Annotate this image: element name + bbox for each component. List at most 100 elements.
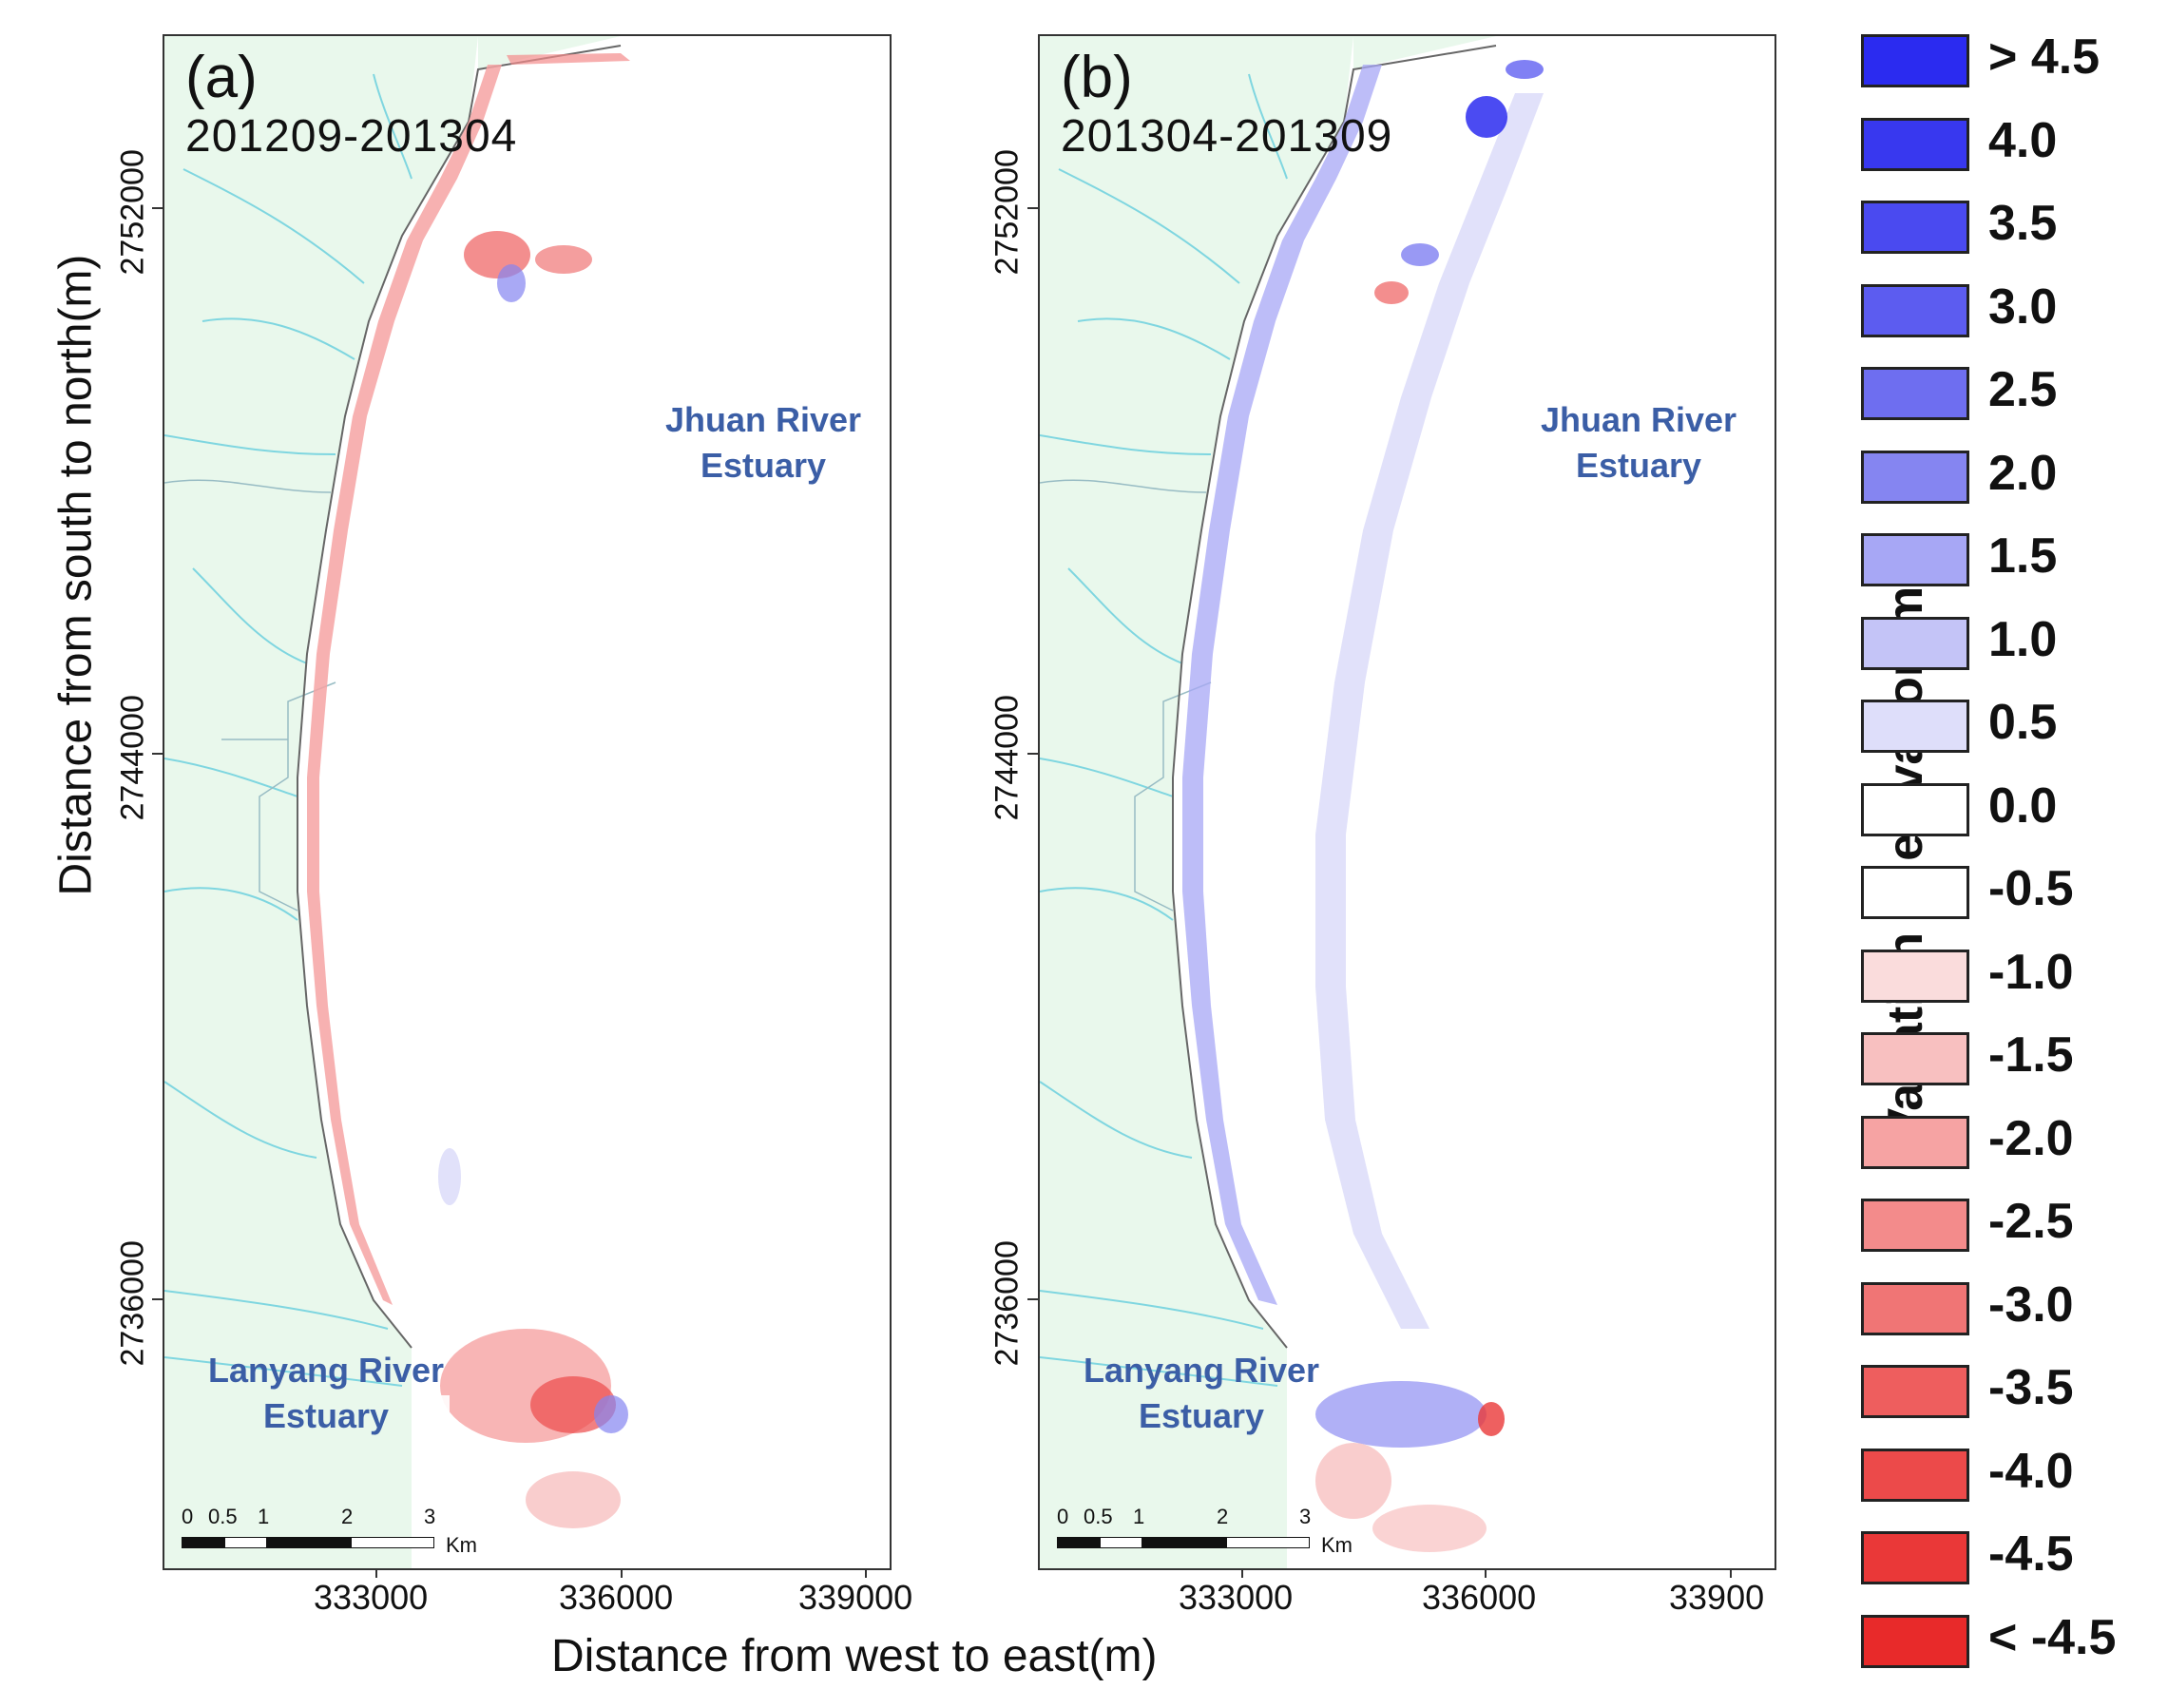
scale-bar-a: 0 0.5 1 2 3 Km	[182, 1505, 477, 1562]
y-tick-mark	[1027, 753, 1039, 755]
jhuan-estuary-label-a: Jhuan River Estuary	[664, 400, 862, 485]
legend-swatch	[1861, 782, 1969, 836]
legend-label: -2.0	[1988, 1110, 2074, 1166]
scale-seg	[1142, 1537, 1226, 1548]
x-tick-label-a: 339000	[798, 1578, 913, 1617]
land-area	[1040, 36, 1353, 1568]
scale-tick: 3	[1299, 1505, 1312, 1528]
legend-label: 0.5	[1988, 695, 2058, 750]
legend-label: 2.0	[1988, 445, 2058, 501]
legend-swatch	[1861, 1448, 1969, 1502]
scale-seg	[267, 1537, 351, 1548]
legend-swatch	[1861, 34, 1969, 87]
accretion-band-offshore	[1315, 93, 1544, 1329]
y-tick-mark	[1027, 1298, 1039, 1300]
river-network	[1040, 73, 1288, 1387]
legend-swatch	[1861, 1281, 1969, 1335]
scale-tick: 0.5	[1084, 1505, 1113, 1528]
legend-swatch	[1861, 450, 1969, 504]
scale-unit: Km	[1321, 1533, 1353, 1557]
x-tick-label-b: 33900	[1669, 1578, 1765, 1617]
scale-tick: 0	[182, 1505, 194, 1528]
map-b	[1040, 36, 1544, 1568]
scale-seg	[1226, 1537, 1310, 1548]
legend-swatch	[1861, 117, 1969, 171]
legend-label: -3.0	[1988, 1276, 2074, 1333]
legend-label: -3.5	[1988, 1360, 2074, 1415]
scale-tick: 1	[258, 1505, 270, 1528]
y-tick-label-b: 2736000	[988, 1240, 1026, 1367]
accretion-hotspot-south	[1315, 1381, 1487, 1448]
land-area	[164, 36, 478, 1568]
legend-swatch	[1861, 700, 1969, 753]
y-axis-title: Distance from south to north(m)	[50, 254, 102, 896]
y-tick-mark	[1027, 207, 1039, 209]
x-tick-label-b: 333000	[1179, 1578, 1294, 1617]
scale-tick: 2	[341, 1505, 354, 1528]
river-network	[164, 73, 412, 1387]
scale-tick: 2	[1217, 1505, 1229, 1528]
legend-label: 3.0	[1988, 278, 2058, 335]
y-tick-label-b: 2744000	[988, 695, 1026, 821]
scale-seg	[182, 1537, 224, 1548]
x-tick-mark	[1730, 1568, 1732, 1578]
legend-swatch	[1861, 1614, 1969, 1668]
legend-swatch	[1861, 201, 1969, 254]
legend-label: < -4.5	[1988, 1609, 2117, 1665]
legend-label: 3.5	[1988, 196, 2058, 251]
x-tick-label-a: 336000	[559, 1578, 674, 1617]
legend-swatch	[1861, 283, 1969, 337]
legend-label: -4.5	[1988, 1526, 2074, 1582]
panel-b-period: 201304-201309	[1061, 111, 1393, 162]
legend-label: 4.0	[1988, 112, 2058, 168]
scale-unit: Km	[446, 1533, 477, 1557]
lanyang-estuary-label-a: Lanyang River Estuary	[207, 1351, 445, 1435]
district-lines	[1040, 479, 1212, 912]
panel-a-label: (a)	[185, 45, 258, 110]
legend-swatch	[1861, 616, 1969, 670]
legend-swatch	[1861, 1115, 1969, 1169]
accretion-hotspot-north	[1466, 96, 1507, 138]
x-axis-title: Distance from west to east(m)	[551, 1631, 1158, 1681]
scale-tick: 1	[1133, 1505, 1145, 1528]
scale-seg	[224, 1537, 267, 1548]
legend-label: -1.0	[1988, 944, 2074, 1000]
map-panel-b: (b) 201304-201309 Jhuan River Estuary La…	[1038, 34, 1776, 1570]
scale-tick: 0.5	[208, 1505, 238, 1528]
x-tick-label-a: 333000	[314, 1578, 429, 1617]
y-tick-label-b: 2752000	[988, 149, 1026, 276]
y-tick-mark	[152, 753, 163, 755]
scale-seg	[1057, 1537, 1100, 1548]
legend-label: 2.5	[1988, 362, 2058, 417]
x-tick-label-b: 336000	[1422, 1578, 1537, 1617]
legend-swatch	[1861, 533, 1969, 586]
jhuan-estuary-label-b: Jhuan River Estuary	[1540, 400, 1737, 485]
map-panel-a: (a) 201209-201304 Jhuan River Estuary La…	[163, 34, 892, 1570]
scale-tick: 0	[1057, 1505, 1069, 1528]
x-tick-mark	[375, 1568, 377, 1578]
panel-b-label: (b)	[1061, 45, 1133, 110]
legend-label: -0.5	[1988, 861, 2074, 916]
lanyang-estuary-label-b: Lanyang River Estuary	[1083, 1351, 1320, 1435]
y-tick-label-a: 2736000	[114, 1240, 151, 1367]
coastline	[297, 45, 622, 1349]
legend-swatch	[1861, 1365, 1969, 1418]
map-a	[164, 36, 630, 1568]
land-north	[478, 36, 621, 69]
scale-seg	[1100, 1537, 1142, 1548]
legend-label: > 4.5	[1988, 29, 2101, 85]
scale-seg	[351, 1537, 434, 1548]
legend-swatch	[1861, 1032, 1969, 1085]
y-tick-mark	[152, 1298, 163, 1300]
y-tick-mark	[152, 207, 163, 209]
x-tick-mark	[1485, 1568, 1487, 1578]
legend-label: 0.0	[1988, 777, 2058, 834]
panel-a-period: 201209-201304	[185, 111, 518, 162]
legend-swatch	[1861, 367, 1969, 420]
x-tick-mark	[865, 1568, 867, 1578]
legend-label: -4.0	[1988, 1443, 2074, 1499]
x-tick-mark	[621, 1568, 623, 1578]
legend-swatch	[1861, 1531, 1969, 1584]
legend-label: -2.5	[1988, 1194, 2074, 1249]
scale-bar-b: 0 0.5 1 2 3 Km	[1057, 1505, 1353, 1562]
